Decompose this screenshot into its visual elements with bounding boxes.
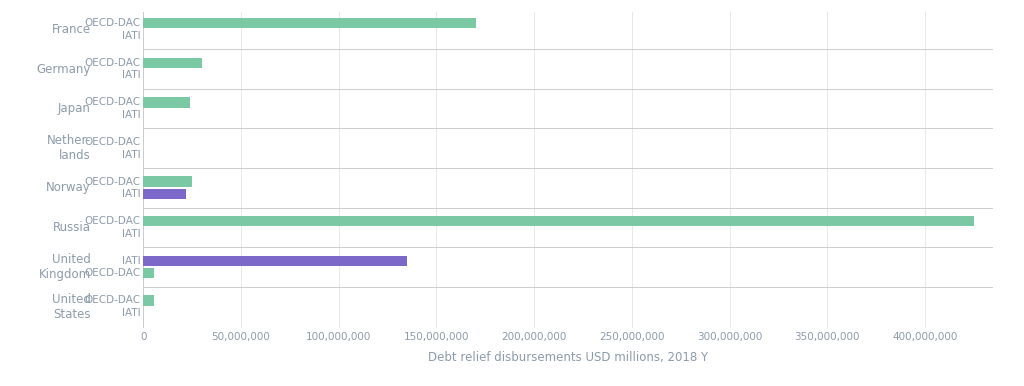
- Text: OECD-DAC: OECD-DAC: [85, 268, 141, 278]
- Text: United
Kingdom: United Kingdom: [39, 253, 91, 281]
- Text: IATI: IATI: [122, 256, 141, 266]
- Text: Germany: Germany: [36, 63, 91, 76]
- Bar: [143, 58, 202, 68]
- Text: IATI: IATI: [122, 229, 141, 239]
- Text: IATI: IATI: [122, 110, 141, 120]
- Text: Japan: Japan: [57, 102, 91, 115]
- Text: United
States: United States: [52, 293, 91, 321]
- Text: OECD-DAC: OECD-DAC: [85, 177, 141, 187]
- Bar: [143, 268, 154, 278]
- Text: Nether-
lands: Nether- lands: [46, 134, 91, 162]
- Text: IATI: IATI: [122, 31, 141, 41]
- Bar: [143, 256, 408, 266]
- Text: OECD-DAC: OECD-DAC: [85, 58, 141, 68]
- Text: IATI: IATI: [122, 189, 141, 199]
- Bar: [143, 189, 186, 199]
- Text: Russia: Russia: [52, 221, 91, 234]
- Text: OECD-DAC: OECD-DAC: [85, 216, 141, 226]
- Text: Norway: Norway: [46, 181, 91, 195]
- Text: OECD-DAC: OECD-DAC: [85, 137, 141, 147]
- Bar: [143, 176, 193, 187]
- Bar: [143, 18, 475, 29]
- Bar: [143, 216, 974, 226]
- Text: IATI: IATI: [122, 149, 141, 159]
- Text: France: France: [51, 23, 91, 36]
- Text: OECD-DAC: OECD-DAC: [85, 98, 141, 107]
- Text: OECD-DAC: OECD-DAC: [85, 295, 141, 305]
- Text: OECD-DAC: OECD-DAC: [85, 18, 141, 28]
- X-axis label: Debt relief disbursements USD millions, 2018 Υ: Debt relief disbursements USD millions, …: [428, 350, 709, 364]
- Bar: [143, 295, 154, 306]
- Bar: [143, 97, 190, 108]
- Text: IATI: IATI: [122, 70, 141, 80]
- Text: IATI: IATI: [122, 308, 141, 318]
